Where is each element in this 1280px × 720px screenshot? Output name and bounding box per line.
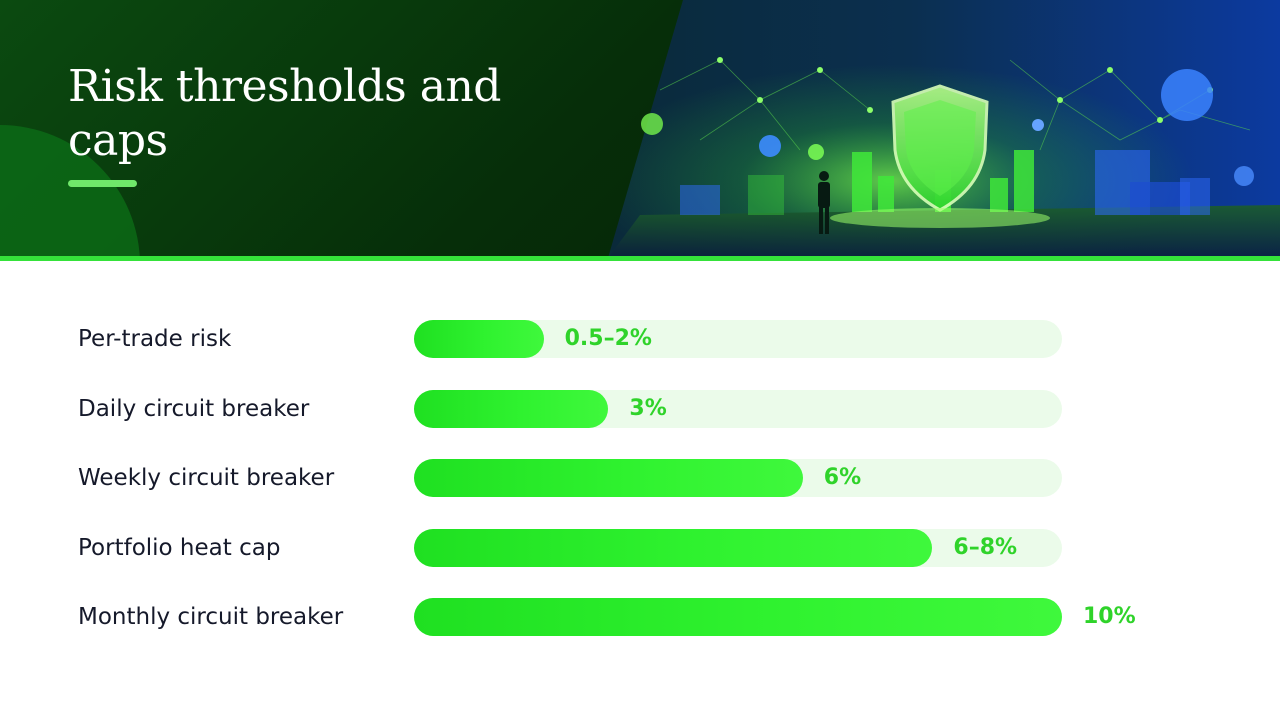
shield-icon (891, 84, 989, 212)
category-label: Weekly circuit breaker (78, 465, 335, 491)
value-label: 3% (629, 395, 667, 421)
title-underline (68, 180, 137, 187)
category-label: Monthly circuit breaker (78, 604, 344, 630)
header-banner: Risk thresholds and caps (0, 0, 1280, 258)
value-label: 10% (1083, 604, 1136, 629)
bar (414, 459, 803, 497)
category-label: Portfolio heat cap (78, 534, 281, 561)
bar-track (414, 528, 1062, 567)
header-divider (0, 256, 1280, 261)
bar-track (414, 459, 1062, 497)
page-title: Risk thresholds and caps (68, 61, 501, 166)
value-label: 6–8% (953, 534, 1018, 560)
bar (414, 598, 1062, 636)
value-label: 6% (823, 465, 862, 490)
value-label: 0.5–2% (564, 326, 652, 351)
bar (414, 320, 544, 358)
bar-track (414, 389, 1062, 428)
category-label: Daily circuit breaker (78, 395, 310, 422)
bar-track (414, 320, 1062, 358)
hero-illustration (608, 0, 1280, 258)
bar-track (414, 598, 1062, 636)
bar (414, 528, 933, 567)
risk-threshold-chart: Per-trade risk 0.5–2% Daily circuit breake… (0, 261, 1280, 720)
bar (414, 389, 609, 428)
person-silhouette (818, 171, 830, 234)
category-label: Per-trade risk (78, 326, 232, 352)
